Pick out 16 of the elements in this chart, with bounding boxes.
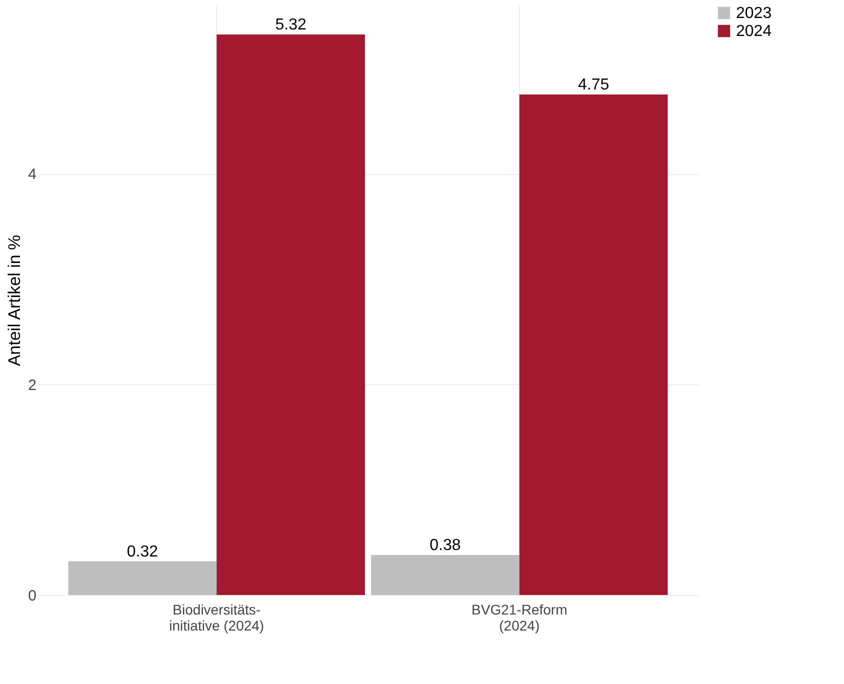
y-tick-label: 4	[28, 166, 36, 184]
bar	[371, 554, 520, 595]
x-tick-label: BVG21-Reform (2024)	[472, 602, 568, 634]
bar	[216, 34, 365, 595]
data-label: 0.38	[430, 536, 461, 554]
bar	[68, 561, 217, 595]
x-tick-label: Biodiversitäts- initiative (2024)	[169, 602, 264, 634]
data-label: 0.32	[126, 543, 158, 560]
legend-label: 2024	[736, 23, 772, 40]
data-label: 5.32	[275, 16, 306, 34]
legend-label: 2023	[736, 5, 772, 22]
y-axis-title: Anteil Artikel in %	[5, 234, 24, 366]
data-label: 4.75	[578, 76, 610, 94]
y-tick-label: 2	[28, 376, 36, 394]
y-tick-label: 0	[28, 588, 36, 604]
bar	[519, 94, 668, 595]
